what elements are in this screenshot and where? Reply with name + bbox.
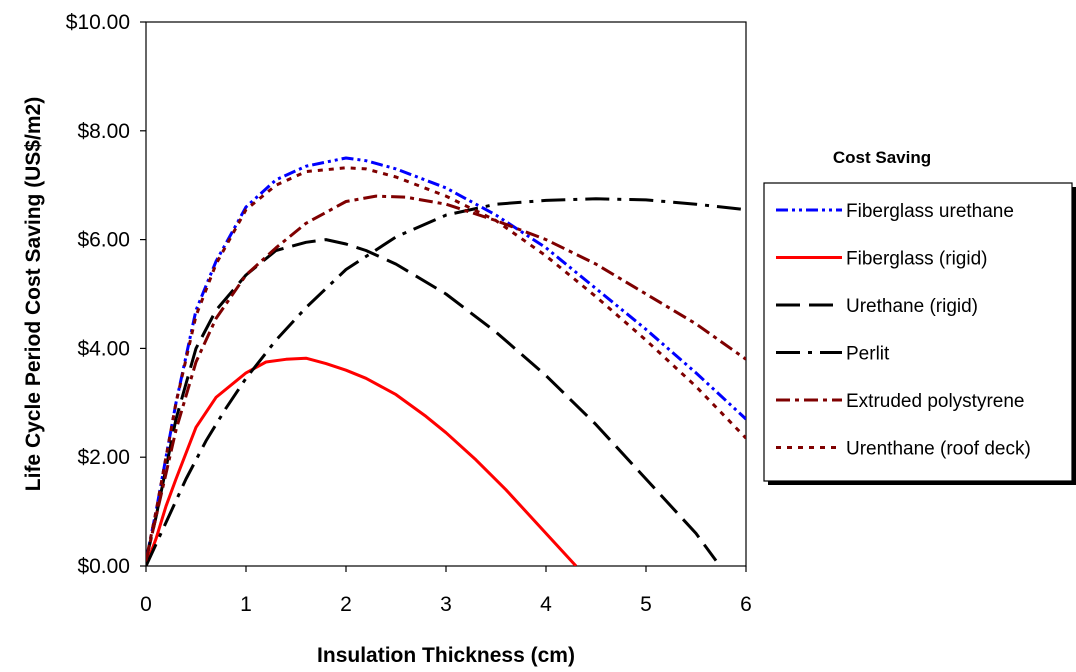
legend-box bbox=[764, 183, 1072, 481]
x-tick-label: 0 bbox=[140, 593, 152, 616]
x-axis-title: Insulation Thickness (cm) bbox=[317, 644, 575, 667]
legend-label: Extruded polystyrene bbox=[846, 391, 1025, 412]
x-tick-label: 4 bbox=[540, 593, 552, 616]
y-tick-label: $8.00 bbox=[77, 120, 130, 143]
legend-label: Urenthane (roof deck) bbox=[846, 439, 1031, 460]
y-tick-label: $0.00 bbox=[77, 555, 130, 578]
legend-label: Fiberglass (rigid) bbox=[846, 249, 987, 270]
legend-title: Cost Saving bbox=[833, 148, 931, 167]
y-tick-label: $6.00 bbox=[77, 229, 130, 252]
y-axis-title: Life Cycle Period Cost Saving (US$/m2) bbox=[22, 97, 45, 491]
x-tick-label: 1 bbox=[240, 593, 252, 616]
x-tick-label: 5 bbox=[640, 593, 652, 616]
y-tick-label: $4.00 bbox=[77, 337, 130, 360]
legend-label: Perlit bbox=[846, 344, 890, 365]
y-tick-label: $2.00 bbox=[77, 446, 130, 469]
legend-label: Fiberglass urethane bbox=[846, 201, 1014, 222]
x-tick-label: 6 bbox=[740, 593, 752, 616]
y-tick-label: $10.00 bbox=[66, 11, 130, 34]
x-tick-label: 2 bbox=[340, 593, 352, 616]
x-tick-label: 3 bbox=[440, 593, 452, 616]
legend-label: Urethane (rigid) bbox=[846, 296, 978, 317]
